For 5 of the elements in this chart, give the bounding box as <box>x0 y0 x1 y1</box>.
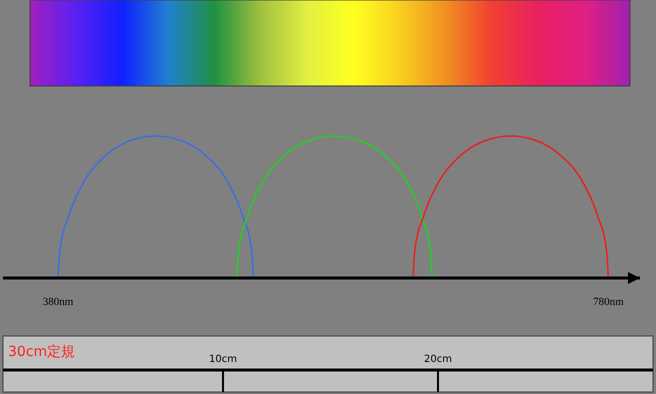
x-tick-label: 380nm <box>42 296 74 308</box>
text: 10cm <box>209 354 237 365</box>
text: 20cm <box>424 354 452 365</box>
x-tick-label: 780nm <box>593 296 624 308</box>
text: 30cm定規 <box>8 344 76 360</box>
